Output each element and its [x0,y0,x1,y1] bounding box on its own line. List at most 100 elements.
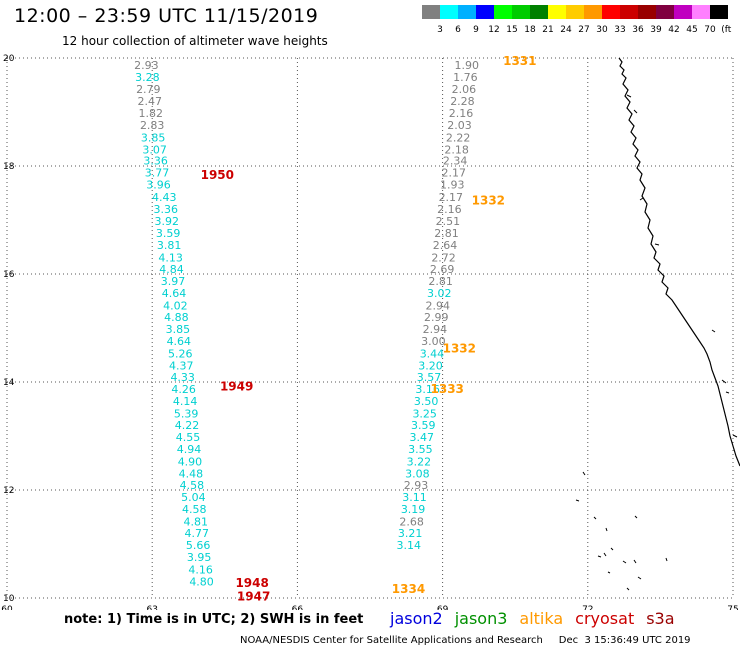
wave-height-value: 3.11 [402,491,427,504]
y-tick-label: 16 [3,270,15,280]
wave-height-value: 2.69 [430,263,455,276]
wave-height-value: 4.80 [189,575,214,588]
legend-item-jason2: jason2 [390,609,443,628]
colorbar-swatch [566,5,584,19]
wave-height-value: 1.90 [455,59,480,72]
colorbar-swatch [692,5,710,19]
wave-height-value: 2.47 [138,95,163,108]
wave-height-value: 3.20 [418,359,443,372]
wave-height-value: 2.83 [140,119,165,132]
wave-height-value: 3.55 [408,443,433,456]
wave-height-value: 2.18 [444,143,469,156]
colorbar-label: 42 [668,25,679,35]
colorbar-label: 12 [488,25,499,35]
wave-height-value: 2.17 [439,191,464,204]
colorbar-swatch [710,5,728,19]
wave-height-value: 3.97 [161,275,186,288]
wave-height-value: 2.93 [134,59,159,72]
wave-height-value: 3.57 [417,371,442,384]
wave-height-value: 2.16 [437,203,462,216]
wave-height-value: 1.82 [138,107,163,120]
wave-height-value: 2.17 [441,166,466,179]
wave-height-value: 3.02 [427,287,452,300]
wave-height-value: 4.77 [184,527,209,540]
wave-height-value: 1.76 [453,71,478,84]
wave-height-value: 4.37 [169,359,194,372]
legend-item-s3a: s3a [646,609,675,628]
wave-height-value: 2.51 [436,215,461,228]
wave-height-value: 3.85 [166,323,191,336]
pass-label: 1334 [392,582,425,596]
wave-height-value: 3.44 [420,347,445,360]
coast-detail-islands [626,94,738,438]
colorbar-label: (ft) [721,25,732,35]
pass-label: 1331 [503,54,536,68]
colorbar-label: 39 [650,25,662,35]
legend-item-jason3: jason3 [454,609,508,628]
colorbar-swatch [530,5,548,19]
coastline [575,57,740,591]
wave-height-value: 4.43 [152,191,177,204]
colorbar-swatch [548,5,566,19]
pass-label: 1948 [235,576,268,590]
wave-height-value: 3.08 [405,467,430,480]
wave-height-value: 2.81 [428,275,453,288]
wave-height-value: 3.95 [187,551,212,564]
y-tick-label: 18 [3,162,15,172]
colorbar-swatch [422,5,440,19]
colorbar-swatch [512,5,530,19]
wave-height-value: 4.58 [180,479,205,492]
wave-height-value: 4.33 [170,371,195,384]
wave-height-values: 2.933.282.792.471.822.833.853.073.363.77… [134,59,479,588]
wave-height-value: 3.07 [142,143,167,156]
wave-height-value: 3.25 [412,407,437,420]
legend-item-cryosat: cryosat [575,609,635,628]
wave-height-value: 3.50 [414,395,439,408]
wave-height-value: 4.94 [177,443,202,456]
colorbar-label: 21 [542,25,553,35]
pass-label: 1332 [443,342,476,356]
wave-height-value: 4.48 [179,467,204,480]
wave-height-value: 5.26 [168,347,193,360]
india-west-coastline [618,57,740,467]
colorbar-swatch [494,5,512,19]
wave-height-value: 2.68 [399,515,424,528]
x-tick-label: 60 [1,605,13,610]
colorbar-swatch [638,5,656,19]
x-tick-label: 75 [727,605,738,610]
wave-height-value: 4.90 [178,455,203,468]
wave-height-value: 3.59 [156,227,181,240]
tick-labels: 60 63 66 69 72 75 10 12 14 16 18 20 [1,54,738,610]
colorbar-swatch [602,5,620,19]
wave-height-value: 3.14 [396,539,421,552]
pass-label: 1333 [431,382,464,396]
colorbar-label: 30 [596,25,608,35]
wave-height-value: 4.88 [164,311,189,324]
colorbar-swatch [440,5,458,19]
wave-height-value: 2.79 [136,83,161,96]
wave-height-value: 2.81 [434,227,459,240]
wave-height-value: 4.81 [184,515,209,528]
colorbar-label: 45 [686,25,697,35]
colorbar-swatch [584,5,602,19]
wave-height-value: 3.59 [411,419,436,432]
wave-height-value: 3.36 [154,203,179,216]
wave-height-value: 2.28 [450,95,475,108]
pass-label: 1947 [237,589,270,603]
wave-height-value: 2.72 [431,251,456,264]
colorbar-label: 15 [506,25,517,35]
pass-label: 1332 [472,194,505,208]
y-tick-label: 10 [3,594,15,604]
wave-height-value: 4.14 [173,395,198,408]
wave-height-value: 4.22 [175,419,200,432]
wave-height-value: 3.92 [154,215,179,228]
wave-height-value: 3.81 [157,239,182,252]
wave-height-value: 3.19 [401,503,426,516]
wave-height-value: 3.22 [407,455,432,468]
wave-height-value: 2.64 [433,239,458,252]
wave-height-value: 3.00 [421,335,446,348]
wave-height-value: 5.39 [174,407,199,420]
wave-height-value: 3.36 [143,155,168,168]
